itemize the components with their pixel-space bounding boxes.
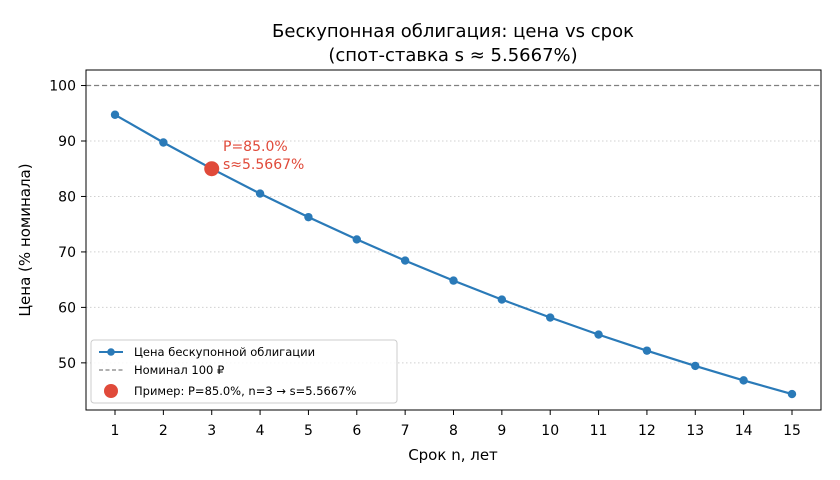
legend-series-label: Цена бескупонной облигации [134,345,315,359]
x-tick-label: 3 [207,423,216,439]
highlight-group [204,161,220,177]
legend-highlight-label: Пример: P=85.0%, n=3 → s=5.5667% [134,384,356,398]
x-tick-label: 14 [735,423,753,439]
x-tick-label: 15 [783,423,801,439]
legend: Цена бескупонной облигации Номинал 100 ₽… [90,339,398,404]
y-axis: 50 60 70 80 90 100 [49,79,86,372]
highlight-point [204,161,220,177]
legend-highlight-marker [104,384,118,398]
legend-reference-label: Номинал 100 ₽ [134,363,224,377]
data-point [594,330,603,339]
data-point [546,313,555,322]
x-tick-label: 4 [256,423,265,439]
legend-series-marker [107,348,115,356]
x-axis-label: Срок n, лет [408,446,498,464]
data-point [691,361,700,371]
data-point [255,189,265,198]
y-tick-label: 100 [49,79,76,95]
x-tick-label: 6 [352,423,361,439]
data-point [449,276,458,285]
x-axis: 1 2 3 4 5 6 7 8 9 10 11 12 13 14 15 [111,410,801,439]
series-group [110,110,797,399]
x-tick-label: 8 [449,423,458,439]
data-point [400,256,410,265]
y-tick-label: 80 [58,189,76,205]
chart-title: Бескупонная облигация: цена vs срок [272,21,634,42]
highlight-annotation-line-1: P=85.0% [223,139,288,155]
y-axis-label: Цена (% номинала) [16,163,34,316]
x-tick-label: 11 [590,423,608,439]
x-tick-label: 9 [497,423,506,439]
y-tick-label: 50 [58,356,76,372]
highlight-annotation-line-2: s≈5.5667% [223,157,304,173]
legend-box [90,339,398,404]
gridlines [86,85,821,364]
x-tick-label: 5 [304,423,313,439]
data-point [739,376,748,385]
x-tick-label: 13 [686,423,704,439]
data-point [787,389,797,399]
y-tick-label: 90 [58,134,76,150]
x-tick-label: 1 [111,423,120,439]
data-point [352,235,361,244]
x-tick-label: 2 [159,423,168,439]
x-tick-label: 10 [541,423,559,439]
y-tick-label: 70 [58,245,76,261]
chart-subtitle: (спот-ставка s ≈ 5.5667%) [328,45,577,66]
data-point [159,138,168,147]
x-tick-label: 12 [638,423,656,439]
x-tick-label: 7 [401,423,410,439]
data-point [110,110,120,119]
data-point [497,295,507,304]
data-point [642,346,652,355]
data-point [304,212,313,222]
y-tick-label: 60 [58,300,76,316]
